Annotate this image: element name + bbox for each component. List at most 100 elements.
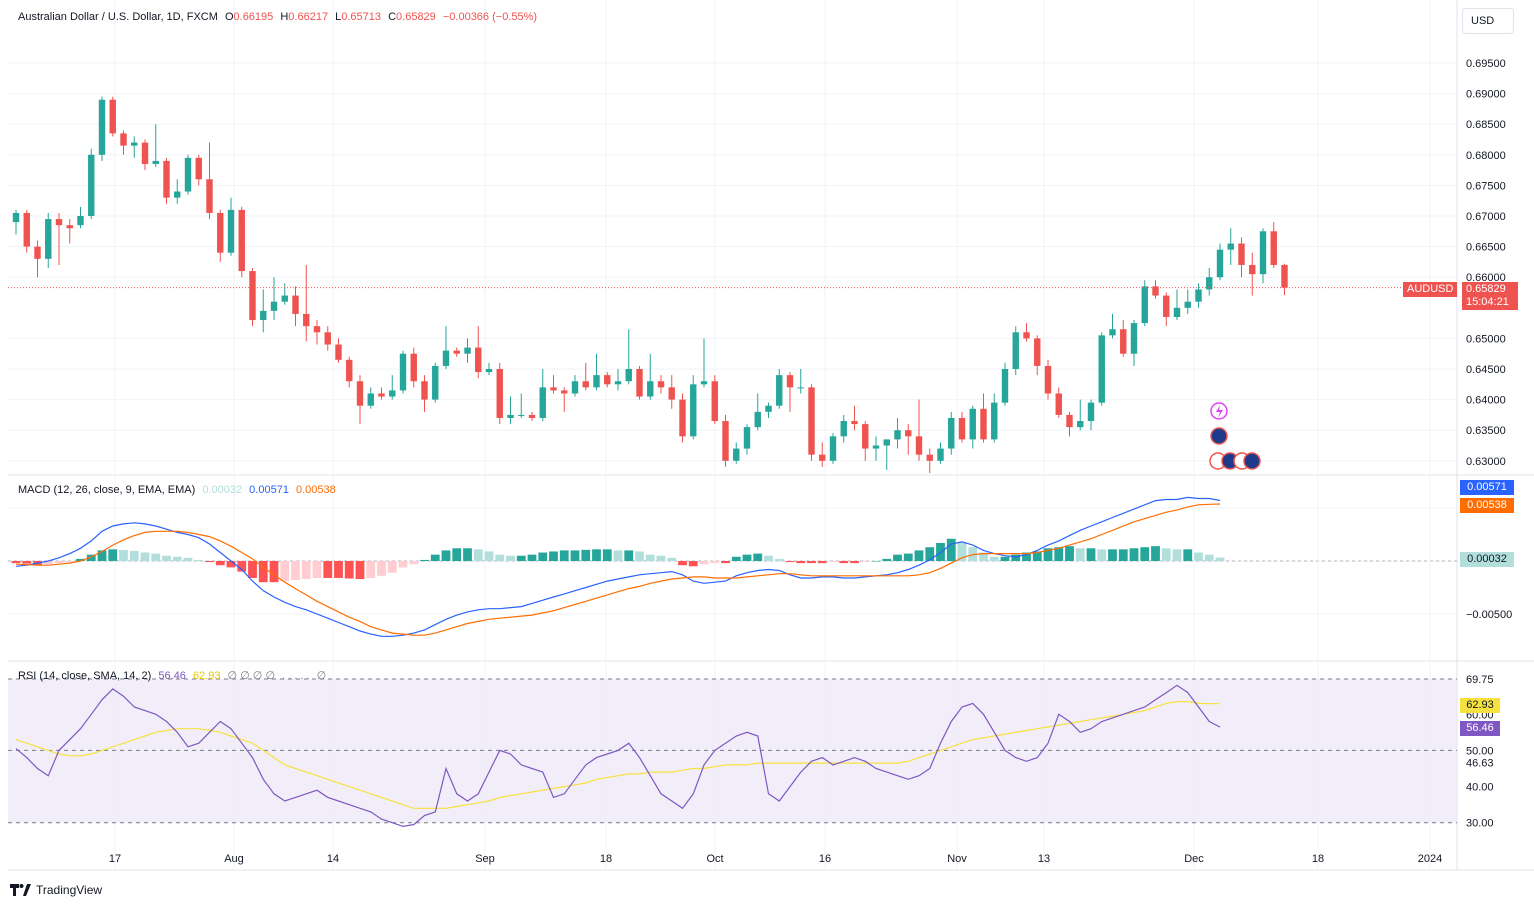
candle-body [485, 369, 493, 373]
macd-hist-bar [1032, 551, 1042, 561]
rsi-tick-label: 50.00 [1466, 745, 1494, 757]
macd-hist-bar [1129, 548, 1139, 561]
macd-hist-bar [301, 561, 311, 580]
currency-button[interactable]: USD [1462, 8, 1514, 34]
candle-body [45, 219, 52, 259]
time-tick-label: Sep [475, 853, 495, 865]
candle-body [174, 191, 181, 198]
macd-hist-bar [226, 561, 236, 568]
candle-body [700, 381, 708, 385]
macd-hist-bar [119, 549, 128, 561]
macd-tag: 0.00571 [1460, 480, 1514, 495]
candle-body [1173, 307, 1181, 317]
macd-hist-bar [237, 561, 247, 572]
macd-hist-bar [742, 554, 752, 561]
macd-hist-bar [334, 561, 343, 578]
candle-body [195, 157, 202, 180]
candle-body [862, 424, 869, 449]
rsi-tick-label: 40.00 [1466, 782, 1494, 794]
macd-hist-bar [721, 561, 730, 564]
candle-body [905, 430, 912, 437]
candle-body [1238, 243, 1245, 265]
time-tick-label: 13 [1038, 853, 1050, 865]
macd-hist-bar [441, 550, 451, 561]
candle-body [518, 414, 525, 416]
macd-hist-bar [495, 554, 505, 561]
candle-body [1141, 286, 1148, 324]
candle-body [969, 408, 976, 440]
candle-body [679, 399, 686, 437]
macd-hist-bar [817, 561, 827, 564]
signal-tag: 0.00538 [1460, 498, 1514, 513]
candle-body [754, 411, 761, 428]
macd-hist-bar [688, 561, 698, 567]
candle-body [1012, 332, 1019, 369]
macd-hist-bar [1151, 546, 1160, 561]
tradingview-logo[interactable]: TradingView [10, 883, 102, 897]
candle-body [163, 160, 170, 198]
macd-hist-bar [11, 561, 21, 564]
macd-hist-bar [1065, 546, 1074, 561]
macd-tick-label: −0.00500 [1466, 609, 1512, 621]
candle-body [1098, 335, 1105, 403]
last-price-tag: 0.65829 15:04:21 [1462, 282, 1518, 310]
candle-body [991, 402, 998, 440]
macd-hist-bar [581, 549, 591, 561]
candle-body [647, 381, 654, 397]
macd-hist-bar [946, 538, 956, 561]
candle-body [475, 347, 482, 373]
candle-body [797, 387, 804, 389]
candle-body [217, 212, 224, 253]
macd-hist-bar [172, 556, 182, 561]
macd-title[interactable]: MACD (12, 26, close, 9, EMA, EMA) [18, 484, 196, 496]
candle-body [636, 369, 643, 397]
macd-hist-bar [215, 561, 225, 566]
candle-body [582, 381, 589, 388]
rsi-tick-label: 46.63 [1466, 758, 1494, 770]
macd-hist-bar [1183, 549, 1193, 561]
macd-hist-bar [1097, 549, 1107, 561]
candle-body [690, 384, 697, 437]
candle-body [1259, 231, 1267, 275]
rsi-ma-value: 62.93 [192, 670, 221, 682]
candle-body [1077, 421, 1084, 428]
candle-body [98, 99, 106, 155]
macd-hist-bar [1043, 548, 1053, 561]
time-tick-label: 14 [327, 853, 339, 865]
macd-hist-bar [635, 551, 644, 561]
candle-body [1184, 301, 1191, 308]
macd-hist-bar [1054, 547, 1064, 561]
candle-body [851, 421, 858, 425]
event-icons[interactable] [1209, 402, 1261, 470]
rsi-tag: 56.46 [1460, 721, 1500, 736]
candle-body [270, 301, 278, 311]
macd-hist-bar [1022, 552, 1031, 561]
macd-hist-bar [258, 561, 268, 583]
candle-body [926, 454, 933, 461]
macd-hist-bar [570, 550, 580, 561]
candle-body [346, 359, 353, 382]
symbol-title[interactable]: Australian Dollar / U.S. Dollar, 1D, FXC… [18, 11, 218, 23]
macd-hist-bar [527, 554, 537, 561]
candle-body [464, 347, 471, 354]
macd-legend: MACD (12, 26, close, 9, EMA, EMA) 0.0003… [18, 484, 340, 496]
candle-body [152, 160, 159, 164]
price-change: −0.00366 (−0.55%) [442, 11, 538, 23]
rsi-extra: ∅ ∅ ∅ ∅ [227, 670, 276, 682]
rsi-title[interactable]: RSI (14, close, SMA, 14, 2) [18, 670, 152, 682]
macd-hist-bar [796, 561, 806, 564]
candle-body [66, 225, 73, 229]
price-tick-label: 0.68500 [1466, 119, 1506, 131]
candle-body [625, 369, 632, 382]
candle-body [313, 326, 321, 333]
candle-body [367, 393, 374, 406]
candle-body [507, 414, 514, 418]
candle-body [550, 387, 557, 391]
macd-hist-bar [774, 558, 784, 561]
candle-body [1055, 393, 1062, 415]
macd-hist-bar [463, 548, 472, 561]
macd-hist-bar [957, 541, 967, 561]
candle-body [184, 157, 192, 192]
candle-body [711, 381, 718, 422]
